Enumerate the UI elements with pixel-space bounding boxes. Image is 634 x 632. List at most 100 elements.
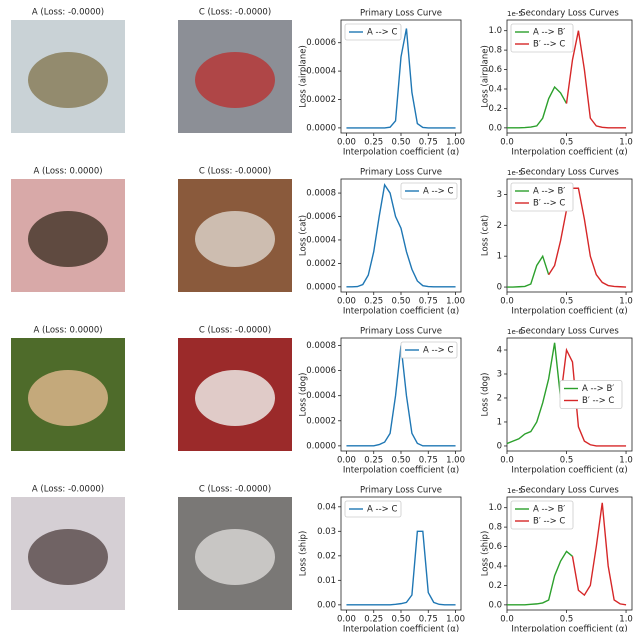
image-subject xyxy=(195,529,275,585)
y-tick-label: 0 xyxy=(497,283,502,293)
image xyxy=(11,179,125,292)
x-tick-label: 0.0 xyxy=(500,456,514,466)
image-subject xyxy=(195,370,275,426)
legend: A --> B′ B′ --> C xyxy=(511,183,573,211)
image-subject xyxy=(195,211,275,267)
chart-title: Secondary Loss Curves xyxy=(520,9,619,19)
y-tick-label: 3 xyxy=(497,369,502,379)
chart-title: Primary Loss Curve xyxy=(360,486,442,496)
y-axis-label: Loss (airplane) xyxy=(481,45,491,108)
legend-label: A --> C xyxy=(367,28,397,38)
x-axis-label: Interpolation coefficient (α) xyxy=(511,307,627,317)
x-tick-label: 0.00 xyxy=(337,138,356,148)
chart-title: Secondary Loss Curves xyxy=(520,168,619,178)
image-subject xyxy=(28,211,108,267)
legend-label: A --> B′ xyxy=(533,187,565,197)
series-line xyxy=(507,551,572,604)
y-tick-label: 0.0002 xyxy=(306,95,336,105)
y-tick-label: 4 xyxy=(497,345,502,355)
y-axis-label: Loss (ship) xyxy=(299,531,309,577)
y-tick-label: 0.0006 xyxy=(306,38,336,48)
image xyxy=(11,20,125,133)
legend: A --> B′B′ --> C xyxy=(511,501,573,529)
chart-title: Primary Loss Curve xyxy=(360,327,442,337)
legend-label: B′ --> C xyxy=(533,40,565,50)
series-line xyxy=(346,185,455,287)
legend-label: B′ --> C xyxy=(533,517,565,527)
y-tick-label: 0.0 xyxy=(488,600,502,610)
x-tick-label: 0.00 xyxy=(337,456,356,466)
y-tick-label: 1.0 xyxy=(488,26,502,36)
x-tick-label: 0.50 xyxy=(392,297,411,307)
image-title: C (Loss: -0.0000) xyxy=(199,485,271,495)
chart-title: Secondary Loss Curves xyxy=(520,486,619,496)
legend-label: A --> B′ xyxy=(533,28,565,38)
x-tick-label: 0.0 xyxy=(500,297,514,307)
y-tick-label: 0.0004 xyxy=(306,67,336,77)
x-tick-label: 0.0 xyxy=(500,138,514,148)
y-tick-label: 0.0008 xyxy=(306,341,336,351)
y-tick-label: 0.2 xyxy=(488,581,502,591)
image-title: A (Loss: 0.0000) xyxy=(33,167,102,177)
y-tick-label: 0.01 xyxy=(317,576,336,586)
image xyxy=(178,497,292,610)
x-tick-label: 0.50 xyxy=(392,615,411,625)
chart-title: Primary Loss Curve xyxy=(360,168,442,178)
y-tick-label: 0.0004 xyxy=(306,391,336,401)
legend: A --> B′ B′ --> C xyxy=(560,381,622,409)
image-subject xyxy=(28,52,108,108)
legend-label: A --> C xyxy=(423,187,453,197)
x-tick-label: 0.5 xyxy=(560,297,574,307)
image-title: C (Loss: -0.0000) xyxy=(199,167,271,177)
legend-label: A --> C xyxy=(423,346,453,356)
x-tick-label: 0.75 xyxy=(419,615,438,625)
image-title: A (Loss: -0.0000) xyxy=(32,485,104,495)
x-tick-label: 0.75 xyxy=(419,456,438,466)
series-line xyxy=(346,29,455,128)
y-axis-label: Loss (airplane) xyxy=(299,45,309,108)
x-tick-label: 1.00 xyxy=(446,615,465,625)
x-tick-label: 0.5 xyxy=(560,456,574,466)
x-tick-label: 0.00 xyxy=(337,297,356,307)
y-axis-label: Loss (dog) xyxy=(299,373,309,417)
legend-label: B′ --> C xyxy=(582,396,614,406)
legend-label: B′ --> C xyxy=(533,199,565,209)
y-tick-label: 0.0 xyxy=(488,123,502,133)
y-tick-label: 0 xyxy=(497,441,502,451)
image xyxy=(178,20,292,133)
image-title: A (Loss: -0.0000) xyxy=(32,8,104,18)
series-line xyxy=(507,343,561,444)
x-tick-label: 0.50 xyxy=(392,138,411,148)
legend-label: A --> B′ xyxy=(582,384,614,394)
legend: A --> C xyxy=(401,342,457,358)
image xyxy=(11,338,125,451)
y-tick-label: 0.0000 xyxy=(306,441,336,451)
y-tick-label: 0.0002 xyxy=(306,416,336,426)
y-tick-label: 0.00 xyxy=(317,600,336,610)
y-axis-label: Loss (dog) xyxy=(481,373,491,417)
x-axis-label: Interpolation coefficient (α) xyxy=(343,625,459,632)
chart-title: Secondary Loss Curves xyxy=(520,327,619,337)
x-axis-label: Interpolation coefficient (α) xyxy=(343,466,459,476)
series-line xyxy=(507,87,567,128)
image xyxy=(178,179,292,292)
legend: A --> C xyxy=(345,24,401,40)
x-tick-label: 0.25 xyxy=(364,456,383,466)
image-title: C (Loss: -0.0000) xyxy=(199,326,271,336)
y-axis-label: Loss (ship) xyxy=(481,531,491,577)
x-tick-label: 1.0 xyxy=(619,615,633,625)
x-tick-label: 1.00 xyxy=(446,456,465,466)
figure: A (Loss: -0.0000) C (Loss: -0.0000) A (Los… xyxy=(0,0,634,632)
axis-offset: 1e-5 xyxy=(507,169,523,177)
y-tick-label: 0.04 xyxy=(317,502,336,512)
y-tick-label: 0.0006 xyxy=(306,366,336,376)
y-tick-label: 0.0002 xyxy=(306,259,336,269)
y-tick-label: 1.0 xyxy=(488,503,502,513)
image-subject xyxy=(28,529,108,585)
x-tick-label: 0.75 xyxy=(419,138,438,148)
x-tick-label: 0.00 xyxy=(337,615,356,625)
y-tick-label: 1 xyxy=(497,252,502,262)
x-axis-label: Interpolation coefficient (α) xyxy=(343,307,459,317)
y-axis-label: Loss (cat) xyxy=(481,215,491,256)
y-tick-label: 0.0004 xyxy=(306,235,336,245)
